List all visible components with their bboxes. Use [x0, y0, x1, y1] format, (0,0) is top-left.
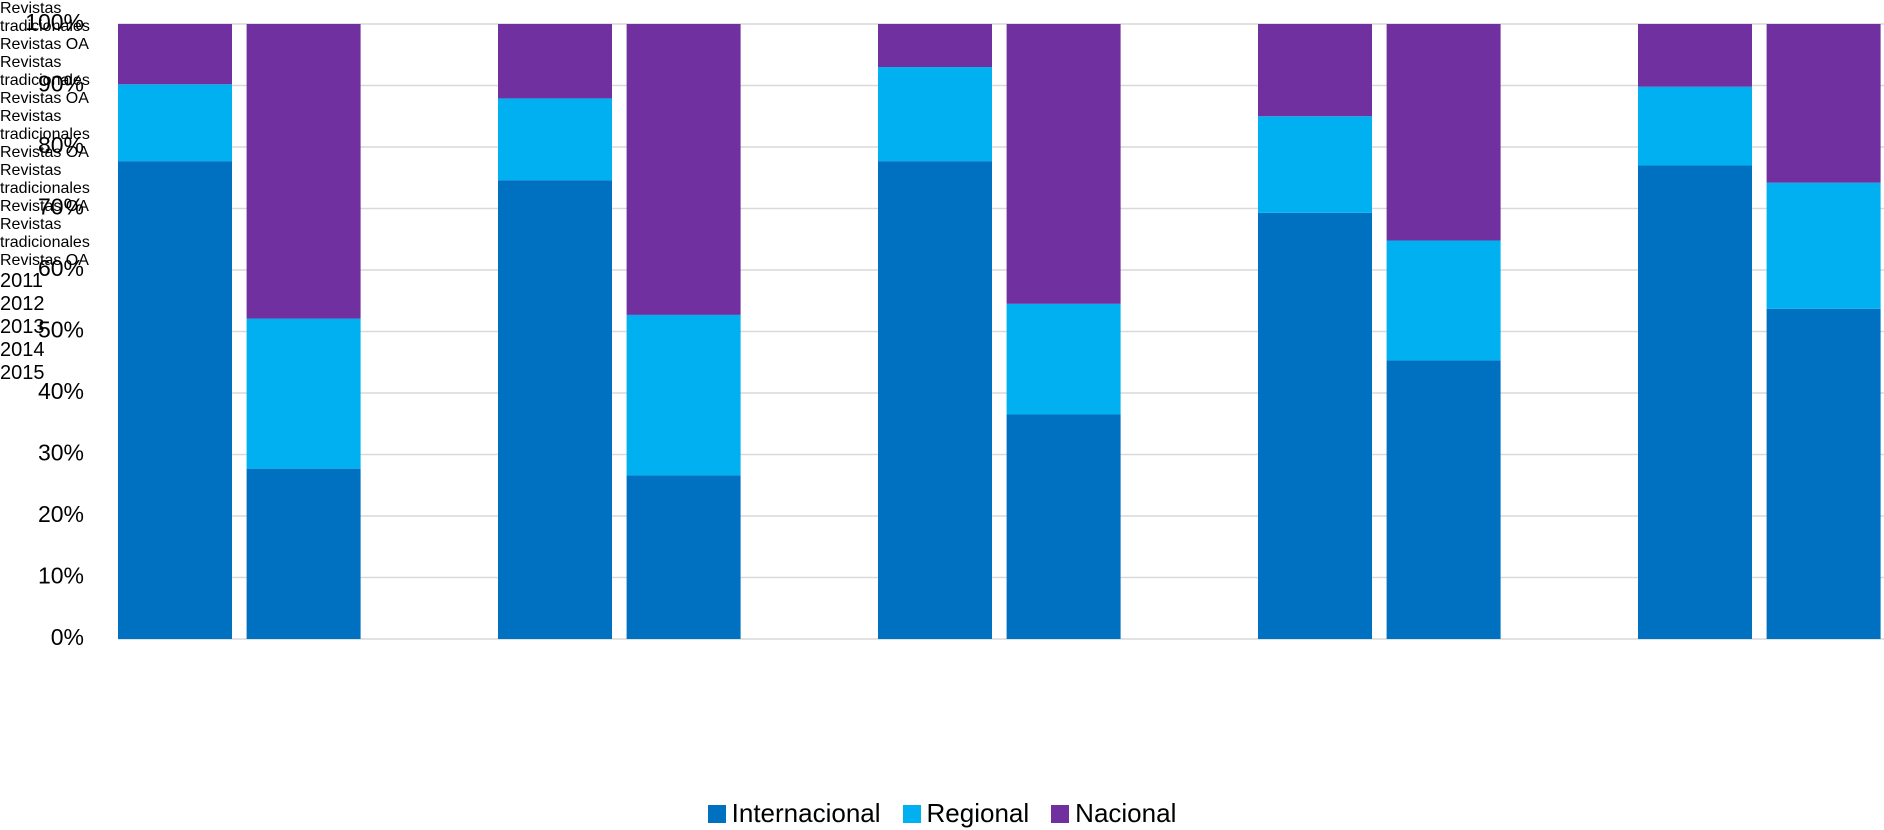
legend-swatch	[1051, 804, 1070, 823]
group-label: 2013	[0, 316, 45, 338]
y-tick-label: 40%	[38, 378, 84, 404]
group-label: 2014	[0, 339, 45, 361]
y-tick-label: 30%	[38, 440, 84, 466]
legend-swatch	[902, 804, 921, 823]
bar-segment	[1638, 86, 1752, 166]
legend-item: Nacional	[1051, 798, 1176, 829]
bar-segment	[1386, 360, 1501, 639]
group-label: 2012	[0, 293, 45, 315]
legend-label: Regional	[926, 798, 1030, 828]
plot: 0% 10% 20% 30% 40% 50% 60% 70% 80% 90% 100%	[25, 9, 1884, 650]
bar-segment	[878, 24, 992, 68]
bar-segment	[498, 24, 612, 99]
bar-segment	[118, 161, 232, 639]
x-tick-label: Revistas OA	[0, 198, 89, 215]
x-tick-label: Revistas tradicionales	[0, 216, 90, 251]
legend-label: Nacional	[1075, 798, 1177, 828]
y-tick-label: 90%	[38, 71, 84, 97]
bar-segment	[1766, 308, 1881, 639]
y-tick-label: 60%	[38, 255, 84, 281]
group-label: 2011	[0, 270, 44, 292]
x-tick-label: Revistas tradicionales	[0, 0, 90, 35]
legend-swatch	[707, 804, 726, 823]
x-tick-label: Revistas tradicionales	[0, 54, 90, 89]
bar-segment	[1766, 182, 1881, 309]
bar-segment	[626, 314, 741, 476]
bar-segment	[878, 67, 992, 162]
bar-segment	[118, 84, 232, 162]
y-tick-label: 100%	[25, 9, 84, 35]
bar-segment	[498, 98, 612, 181]
bar-segment	[1006, 414, 1121, 639]
legend-item: Regional	[902, 798, 1030, 829]
bar-segment	[1766, 24, 1881, 183]
bar-segment	[246, 468, 361, 639]
bar-segment	[626, 24, 741, 315]
y-tick-label: 80%	[38, 132, 84, 158]
x-tick-label: Revistas OA	[0, 90, 89, 107]
legend-label: Internacional	[731, 798, 881, 828]
bar-segment	[246, 24, 361, 319]
bar-segment	[1258, 116, 1372, 213]
bar-segment	[1258, 24, 1372, 117]
x-tick-label: Revistas OA	[0, 36, 89, 53]
legend: Internacional Regional Nacional	[0, 798, 1884, 829]
bar-segment	[118, 24, 232, 85]
bar-segment	[626, 475, 741, 639]
x-tick-label: Revistas OA	[0, 252, 89, 269]
group-label: 2015	[0, 362, 45, 384]
bar-segment	[1258, 212, 1372, 639]
x-tick-label: Revistas OA	[0, 144, 89, 161]
bar-segment	[1386, 24, 1501, 241]
bar-segment	[1006, 303, 1121, 415]
y-tick-label: 10%	[38, 563, 84, 589]
bar-segment	[878, 161, 992, 639]
y-tick-label: 50%	[38, 317, 84, 343]
y-tick-label: 70%	[38, 194, 84, 220]
bar-segment	[498, 180, 612, 639]
bar-segment	[1638, 165, 1752, 639]
bar-segment	[1386, 240, 1501, 361]
bar-segment	[1006, 24, 1121, 304]
y-tick-label: 20%	[38, 501, 84, 527]
legend-item: Internacional	[707, 798, 881, 829]
bar-segment	[1638, 24, 1752, 87]
x-tick-label: Revistas tradicionales	[0, 108, 90, 143]
bar-segment	[246, 318, 361, 469]
y-tick-label: 0%	[51, 624, 84, 650]
x-tick-label: Revistas tradicionales	[0, 162, 90, 197]
